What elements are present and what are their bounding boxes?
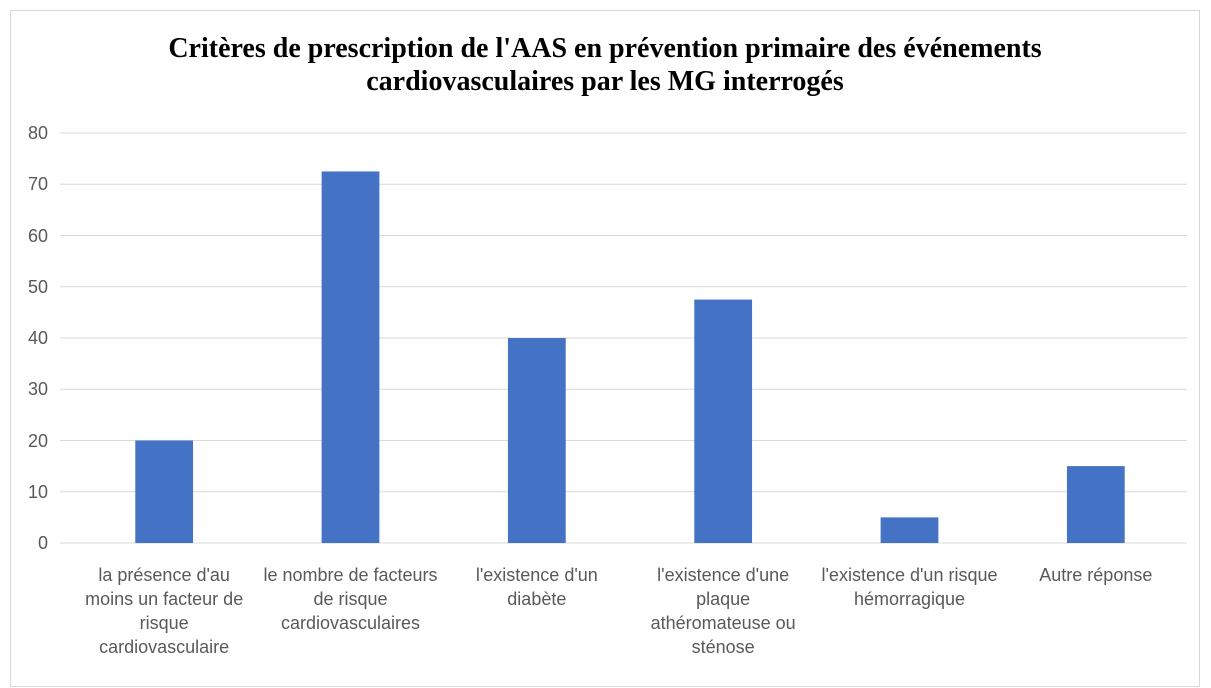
x-tick-label: l'existence d'une plaque athéromateuse o…	[650, 565, 796, 657]
x-tick-label: l'existence d'un risque hémorragique	[821, 565, 998, 609]
x-tick-label: le nombre de facteurs de risque cardiova…	[263, 565, 438, 633]
y-tick-label: 30	[27, 379, 48, 400]
y-tick-label: 40	[27, 328, 48, 348]
y-tick-label: 60	[27, 225, 48, 246]
bar	[135, 440, 194, 543]
y-tick-label: 0	[37, 533, 48, 553]
x-tick-label: la présence d'au moins un facteur de ris…	[85, 565, 244, 657]
bar	[321, 171, 380, 543]
bar	[1066, 466, 1125, 543]
y-tick-label: 80	[27, 123, 48, 143]
y-tick-label: 50	[27, 276, 48, 297]
y-tick-label: 20	[27, 430, 48, 451]
y-tick-label: 70	[27, 174, 48, 195]
chart-border	[10, 10, 1200, 687]
x-tick-label: Autre réponse	[1039, 565, 1153, 585]
bar	[694, 299, 753, 543]
y-tick-label: 10	[27, 481, 48, 502]
bar	[880, 517, 939, 543]
chart-title: Critères de prescription de l'AAS en pré…	[168, 33, 1042, 97]
x-tick-label: l'existence d'un diabète	[475, 565, 598, 609]
bar	[507, 338, 566, 543]
